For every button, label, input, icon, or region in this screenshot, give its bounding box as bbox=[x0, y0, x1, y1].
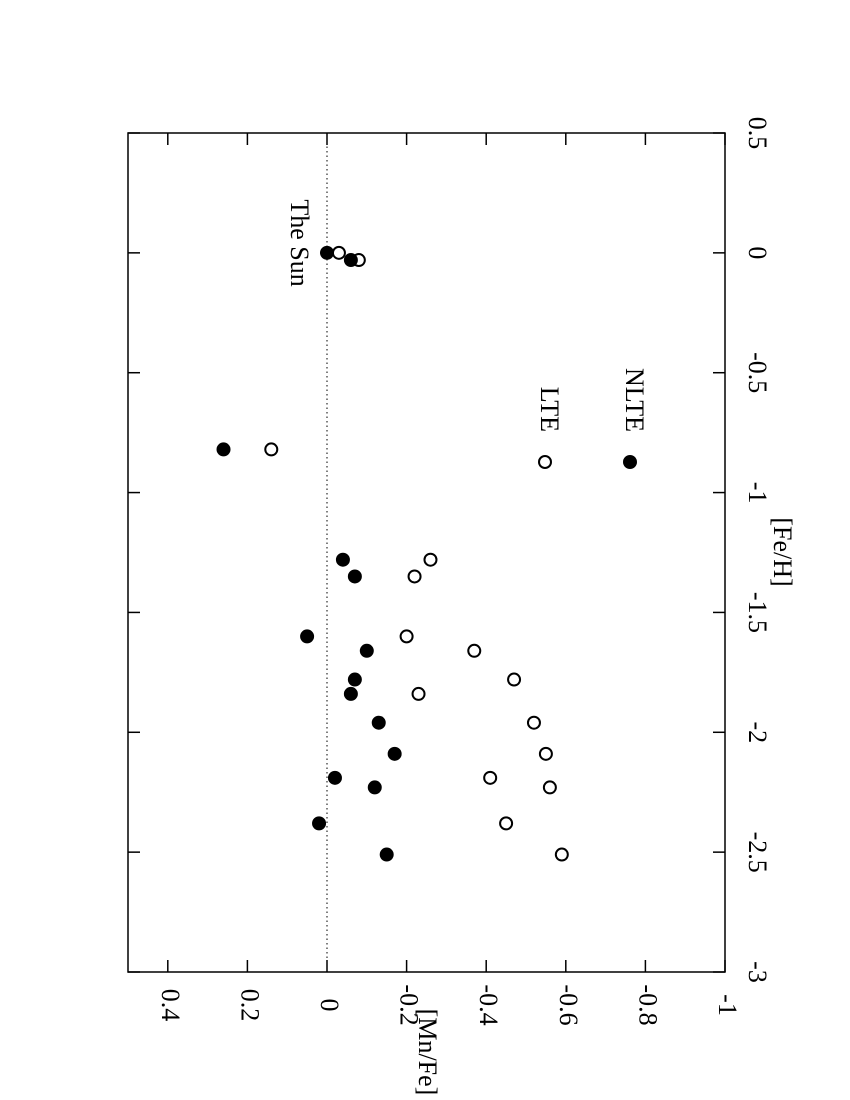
legend-label: LTE bbox=[535, 387, 564, 432]
legend-marker bbox=[623, 455, 637, 469]
legend-marker bbox=[538, 455, 552, 469]
scatter-point bbox=[467, 643, 482, 658]
scatter-point bbox=[331, 245, 346, 260]
scatter-point bbox=[538, 746, 553, 761]
x-tick-label: 0.5 bbox=[743, 117, 772, 150]
y-tick-label: 0 bbox=[315, 999, 344, 1012]
y-tick-label: -0.6 bbox=[554, 984, 583, 1025]
scatter-point bbox=[542, 780, 557, 795]
scatter-point bbox=[371, 715, 386, 730]
y-tick-label: -1 bbox=[713, 994, 742, 1016]
scatter-point bbox=[526, 715, 541, 730]
y-tick-label: -0.2 bbox=[395, 984, 424, 1025]
scatter-point bbox=[347, 672, 362, 687]
scatter-point bbox=[343, 253, 358, 268]
scatter-point bbox=[300, 629, 315, 644]
scatter-point bbox=[399, 629, 414, 644]
scatter-point bbox=[312, 816, 327, 831]
scatter-point bbox=[507, 672, 522, 687]
scatter-point bbox=[320, 245, 334, 260]
y-tick-label: 0.4 bbox=[156, 989, 185, 1022]
x-tick-label: -0.5 bbox=[743, 352, 772, 393]
x-tick-label: -2 bbox=[743, 721, 772, 743]
y-tick-label: -0.8 bbox=[633, 984, 662, 1025]
plot-frame bbox=[127, 132, 726, 973]
x-tick-label: -2.5 bbox=[743, 832, 772, 873]
scatter-point bbox=[407, 569, 422, 584]
scatter-point bbox=[327, 770, 342, 785]
scatter-point bbox=[483, 770, 498, 785]
y-tick-label: 0.2 bbox=[235, 989, 264, 1022]
x-tick-label: -1 bbox=[743, 482, 772, 504]
scatter-point bbox=[387, 746, 402, 761]
annotation: The Sun bbox=[285, 199, 314, 286]
y-tick-label: -0.4 bbox=[474, 984, 503, 1025]
y-axis-label: [Mn/Fe] bbox=[413, 1009, 442, 1096]
x-axis-label: [Fe/H] bbox=[768, 517, 797, 586]
scatter-point bbox=[367, 780, 382, 795]
scatter-point bbox=[347, 569, 362, 584]
scatter-point bbox=[335, 552, 350, 567]
x-tick-label: 0 bbox=[743, 246, 772, 259]
legend-label: NLTE bbox=[620, 368, 649, 432]
scatter-point bbox=[343, 686, 358, 701]
scatter-point bbox=[423, 552, 438, 567]
scatter-point bbox=[216, 442, 231, 457]
scatter-point bbox=[411, 686, 426, 701]
x-tick-label: -1.5 bbox=[743, 592, 772, 633]
scatter-point bbox=[499, 816, 514, 831]
scatter-point bbox=[359, 643, 374, 658]
x-tick-label: -3 bbox=[743, 961, 772, 983]
scatter-point bbox=[379, 847, 394, 862]
scatter-point bbox=[554, 847, 569, 862]
scatter-point bbox=[264, 442, 279, 457]
